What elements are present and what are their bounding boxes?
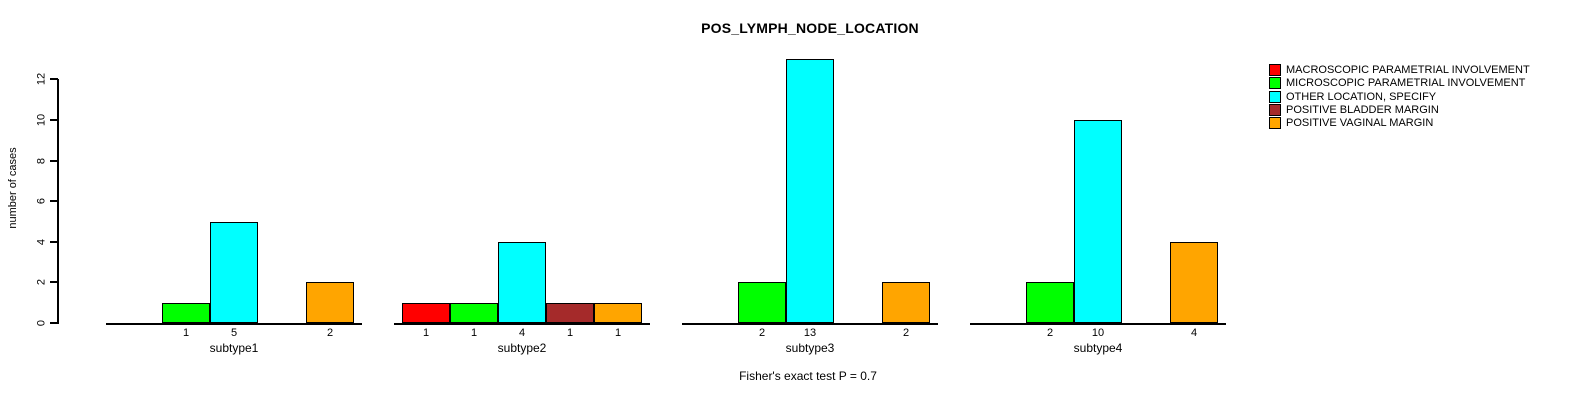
legend-row: MACROSCOPIC PARAMETRIAL INVOLVEMENT xyxy=(1269,64,1530,76)
legend-label: MICROSCOPIC PARAMETRIAL INVOLVEMENT xyxy=(1286,77,1526,90)
legend-row: MICROSCOPIC PARAMETRIAL INVOLVEMENT xyxy=(1269,77,1526,90)
y-tick-label: 4 xyxy=(35,238,48,245)
legend-swatch xyxy=(1269,103,1281,116)
legend-label: MACROSCOPIC PARAMETRIAL INVOLVEMENT xyxy=(1286,64,1530,76)
bar-value-label: 1 xyxy=(182,327,190,339)
bar-value-label: 1 xyxy=(566,327,574,339)
bar-value-label: 2 xyxy=(1046,327,1054,339)
bar xyxy=(498,241,546,323)
bar xyxy=(306,282,354,323)
y-tick-label: 12 xyxy=(35,73,48,86)
legend-swatch xyxy=(1269,64,1281,76)
bar-value-label: 4 xyxy=(1190,327,1198,339)
chart-title: POS_LYMPH_NODE_LOCATION xyxy=(701,20,919,36)
legend-swatch xyxy=(1269,117,1281,130)
bar-value-label: 10 xyxy=(1091,327,1105,339)
bar xyxy=(882,282,930,323)
x-axis-line xyxy=(970,323,1226,325)
bar xyxy=(450,302,498,323)
y-axis-line xyxy=(57,79,59,324)
legend-swatch xyxy=(1269,77,1281,90)
x-axis-group-label: subtype1 xyxy=(209,341,259,355)
y-tick-label: 8 xyxy=(35,157,48,164)
bar-value-label: 2 xyxy=(902,327,910,339)
bar xyxy=(210,221,258,323)
x-axis-line xyxy=(106,323,362,325)
bar xyxy=(738,282,786,323)
bar xyxy=(786,59,834,323)
x-axis-line xyxy=(682,323,938,325)
footer-note: Fisher's exact test P = 0.7 xyxy=(739,369,877,383)
bar xyxy=(1026,282,1074,323)
bar xyxy=(546,302,594,323)
bar-value-label: 2 xyxy=(758,327,766,339)
legend-row: OTHER LOCATION, SPECIFY xyxy=(1269,90,1437,103)
x-axis-group-label: subtype2 xyxy=(497,341,547,355)
bar-value-label: 1 xyxy=(422,327,430,339)
y-tick-label: 0 xyxy=(35,319,48,327)
bar-value-label: 4 xyxy=(518,327,526,339)
y-tick xyxy=(50,159,58,162)
x-axis-group-label: subtype3 xyxy=(785,341,835,355)
bar xyxy=(594,302,642,323)
legend-label: POSITIVE VAGINAL MARGIN xyxy=(1286,117,1434,130)
legend-row: POSITIVE BLADDER MARGIN xyxy=(1269,103,1439,116)
y-axis-title: number of cases xyxy=(7,147,19,229)
y-tick-label: 6 xyxy=(35,198,48,205)
legend-label: POSITIVE BLADDER MARGIN xyxy=(1286,103,1439,116)
y-tick xyxy=(50,78,58,81)
bar xyxy=(1074,120,1122,323)
bar-value-label: 1 xyxy=(614,327,622,339)
y-tick xyxy=(50,281,58,284)
legend-label: OTHER LOCATION, SPECIFY xyxy=(1286,90,1437,103)
bar-value-label: 1 xyxy=(470,327,478,339)
legend-swatch xyxy=(1269,90,1281,103)
x-axis-line xyxy=(394,323,650,325)
bar xyxy=(402,302,450,323)
y-tick-label: 2 xyxy=(35,279,48,286)
y-tick-label: 10 xyxy=(35,113,48,127)
y-tick xyxy=(50,240,58,243)
bar-value-label: 5 xyxy=(230,327,238,339)
y-tick xyxy=(50,322,58,324)
y-tick xyxy=(50,200,58,203)
bar xyxy=(1170,241,1218,323)
legend-row: POSITIVE VAGINAL MARGIN xyxy=(1269,117,1434,130)
x-axis-group-label: subtype4 xyxy=(1073,341,1123,355)
y-tick xyxy=(50,119,58,121)
bar-value-label: 2 xyxy=(326,327,334,339)
bar-value-label: 13 xyxy=(803,327,817,339)
bar xyxy=(162,302,210,323)
